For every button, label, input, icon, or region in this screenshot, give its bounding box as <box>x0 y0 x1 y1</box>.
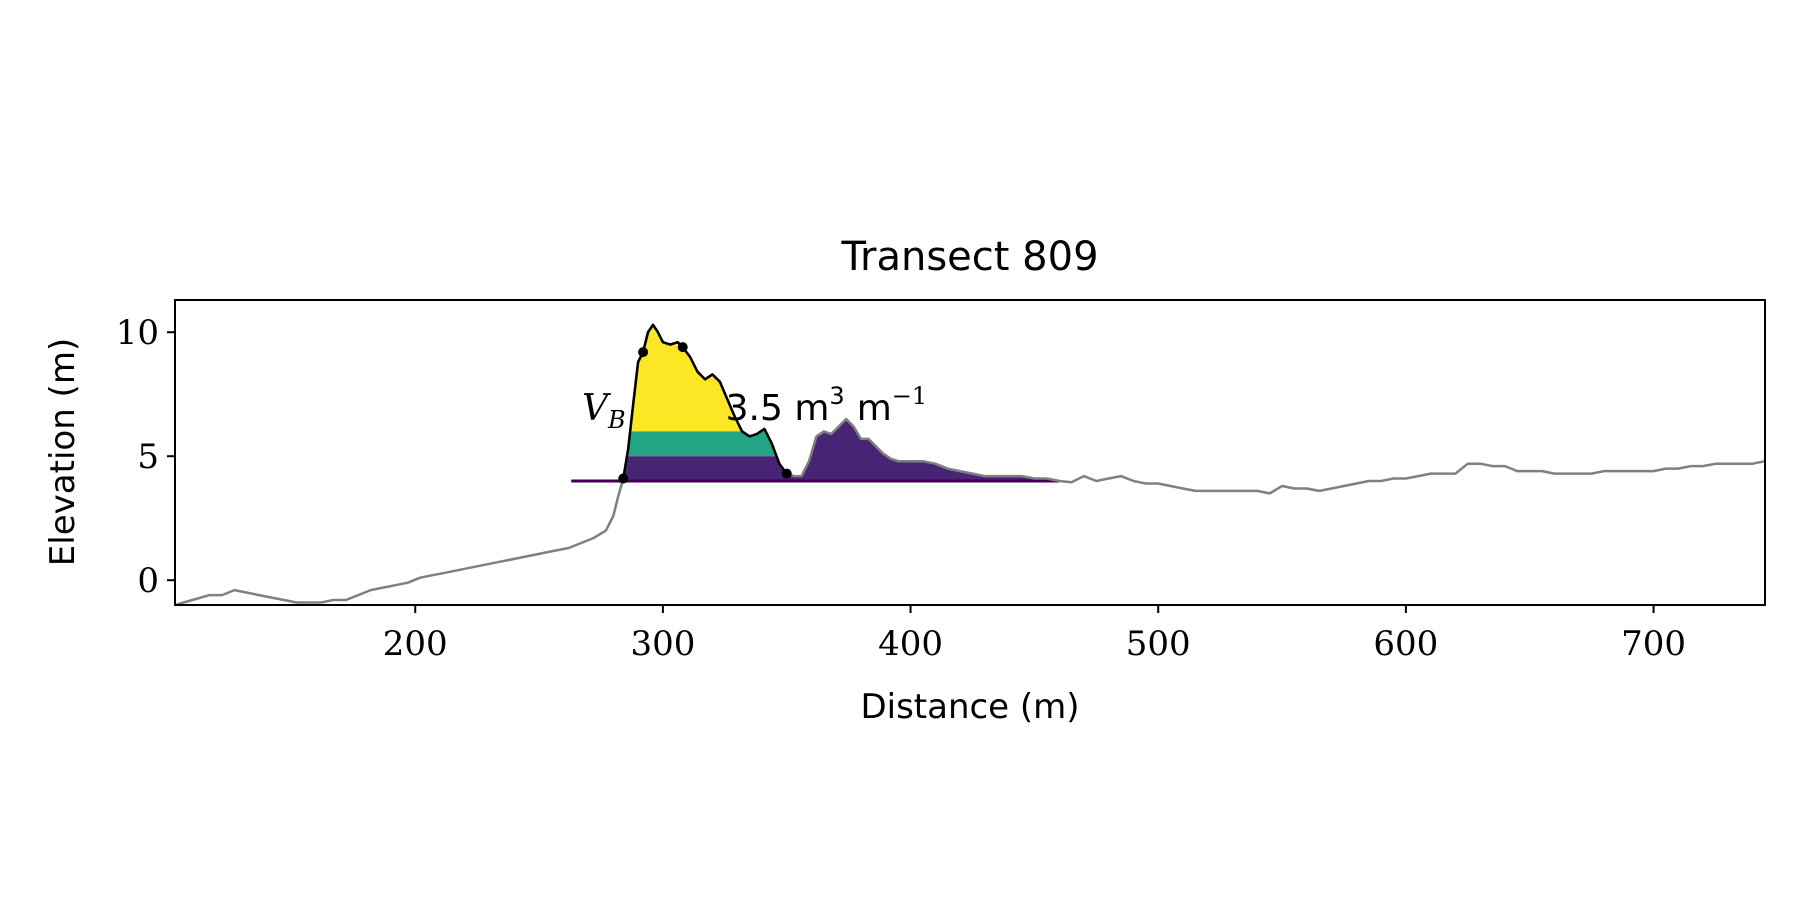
volume-annotation: VB 3.5 m3 m−1 <box>582 382 927 434</box>
annotation-unit-2: m <box>857 388 892 429</box>
chart-title: Transect 809 <box>840 234 1098 280</box>
volume-band-2 <box>571 456 787 481</box>
x-axis: 200 300 400 500 600 700 <box>383 605 1686 664</box>
y-tick-label: 0 <box>137 561 159 601</box>
annotation-value: 3.5 m <box>726 388 830 429</box>
x-tick-label: 400 <box>878 624 943 664</box>
dune-marker <box>781 468 792 479</box>
annotation-subscript: B <box>607 406 626 434</box>
y-tick-label: 5 <box>137 437 159 477</box>
x-tick-label: 600 <box>1373 624 1438 664</box>
annotation-sup-2: −1 <box>892 382 927 410</box>
x-tick-label: 700 <box>1621 624 1686 664</box>
volume-band-3 <box>786 419 1060 481</box>
plot-frame <box>174 299 1766 606</box>
x-tick-label: 300 <box>630 624 695 664</box>
profile-line <box>175 323 1765 605</box>
y-tick-label: 10 <box>116 313 159 353</box>
x-tick-label: 200 <box>383 624 448 664</box>
x-axis-label: Distance (m) <box>860 687 1079 727</box>
line-layer <box>175 323 1765 605</box>
dune-marker <box>638 347 649 358</box>
y-axis: 0 5 10 <box>116 313 175 601</box>
dune-marker <box>677 342 688 353</box>
volume-band-1 <box>571 431 787 457</box>
annotation-sup-1: 3 <box>829 382 844 410</box>
y-axis-label: Elevation (m) <box>43 338 83 566</box>
volume-band-0 <box>576 324 787 432</box>
marker-layer <box>618 342 792 484</box>
dune-marker <box>618 473 629 484</box>
x-tick-label: 500 <box>1126 624 1191 664</box>
annotation-symbol: V <box>582 388 612 429</box>
